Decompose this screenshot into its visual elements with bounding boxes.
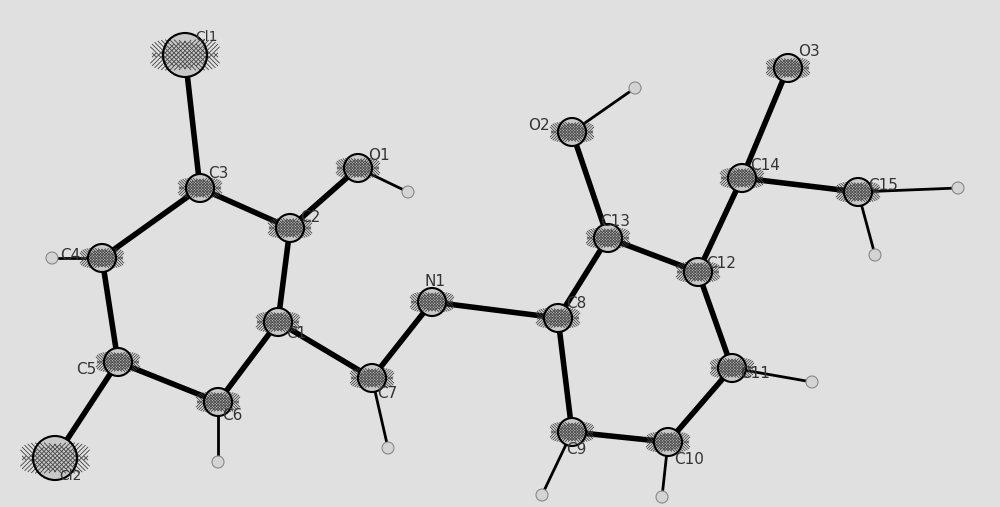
Circle shape: [212, 456, 224, 468]
Circle shape: [728, 164, 756, 192]
Circle shape: [418, 288, 446, 316]
Text: Cl1: Cl1: [195, 30, 218, 44]
Text: C5: C5: [76, 363, 96, 378]
Text: Cl2: Cl2: [59, 469, 81, 483]
Text: O1: O1: [368, 149, 390, 163]
Circle shape: [844, 178, 872, 206]
Circle shape: [869, 249, 881, 261]
Circle shape: [358, 364, 386, 392]
Text: C1: C1: [286, 327, 306, 342]
Circle shape: [656, 491, 668, 503]
Circle shape: [402, 186, 414, 198]
Circle shape: [654, 428, 682, 456]
Text: N1: N1: [424, 274, 445, 289]
Circle shape: [46, 252, 58, 264]
Text: C11: C11: [740, 367, 770, 381]
Circle shape: [88, 244, 116, 272]
Circle shape: [629, 82, 641, 94]
Text: C2: C2: [300, 210, 320, 226]
Circle shape: [718, 354, 746, 382]
Circle shape: [104, 348, 132, 376]
Circle shape: [186, 174, 214, 202]
Text: C13: C13: [600, 214, 630, 230]
Text: C7: C7: [377, 386, 397, 402]
Text: C6: C6: [222, 409, 242, 423]
Text: C9: C9: [566, 443, 586, 457]
Text: C14: C14: [750, 159, 780, 173]
Text: C4: C4: [60, 248, 80, 264]
Circle shape: [544, 304, 572, 332]
Circle shape: [774, 54, 802, 82]
Circle shape: [558, 118, 586, 146]
Text: C10: C10: [674, 453, 704, 467]
Circle shape: [344, 154, 372, 182]
Text: C12: C12: [706, 257, 736, 272]
Circle shape: [204, 388, 232, 416]
Circle shape: [558, 418, 586, 446]
Text: O3: O3: [798, 45, 820, 59]
Circle shape: [536, 489, 548, 501]
Circle shape: [594, 224, 622, 252]
Circle shape: [952, 182, 964, 194]
Circle shape: [382, 442, 394, 454]
Circle shape: [806, 376, 818, 388]
Circle shape: [264, 308, 292, 336]
Circle shape: [33, 436, 77, 480]
Circle shape: [163, 33, 207, 77]
Text: C15: C15: [868, 178, 898, 194]
Text: O2: O2: [528, 119, 550, 133]
Circle shape: [684, 258, 712, 286]
Text: C8: C8: [566, 297, 586, 311]
Circle shape: [276, 214, 304, 242]
Text: C3: C3: [208, 166, 228, 182]
